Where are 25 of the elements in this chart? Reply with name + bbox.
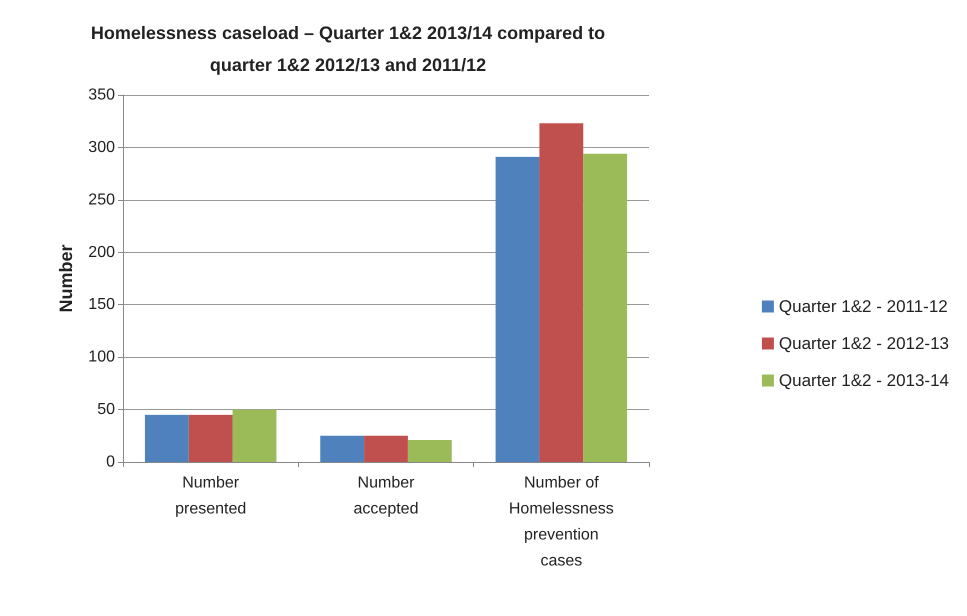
y-tick-label: 150 [88,296,116,314]
y-tick-label: 300 [88,138,116,156]
y-tick-label: 100 [88,348,116,366]
y-tick-label: 250 [88,191,116,208]
bar [188,414,233,462]
legend-label: Quarter 1&2 - 2013-14 [778,371,950,390]
legend-label: Quarter 1&2 - 2011-12 [778,297,948,316]
x-tick-label: Number of Homelessness prevention cases [508,474,614,570]
y-axis-title: Number [56,244,76,313]
y-tick-label: 350 [88,86,116,104]
x-tick-label: Number presented [175,474,246,518]
bar [320,436,364,462]
chart-title: Homelessness caseload – Quarter 1&2 2013/14 compared to quarter 1&2 2012/13 and 2011/12 [90,23,606,75]
bar [539,123,584,462]
x-tick-label: Number accepted [354,474,418,518]
legend-label: Quarter 1&2 - 2012-13 [778,334,950,353]
y-tick-label: 0 [106,454,116,470]
bar [408,440,452,462]
bar [496,156,540,462]
bar [232,410,276,462]
bar [583,154,628,462]
bar [364,436,408,462]
y-tick-label: 50 [97,401,116,418]
y-tick-label: 200 [88,244,116,261]
bar [144,414,189,462]
